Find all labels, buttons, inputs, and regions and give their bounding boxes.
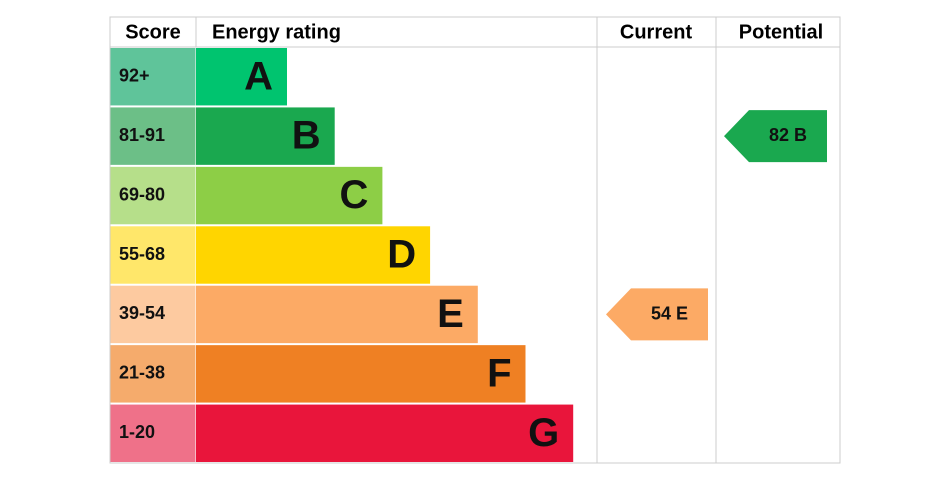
score-range: 55-68 xyxy=(119,244,165,264)
potential-score: 82 xyxy=(769,125,789,145)
score-range: 39-54 xyxy=(119,303,165,323)
rating-letter: G xyxy=(528,411,559,455)
header-score: Score xyxy=(125,21,181,43)
score-cell xyxy=(110,48,196,106)
score-cell xyxy=(110,166,196,225)
score-cell xyxy=(110,285,196,344)
potential-rating: B xyxy=(794,125,807,145)
header-current: Current xyxy=(620,21,693,43)
score-range: 81-91 xyxy=(119,125,165,145)
rating-letter: B xyxy=(292,114,321,158)
rating-letter: D xyxy=(387,233,416,277)
score-range: 21-38 xyxy=(119,363,165,383)
current-score: 54 xyxy=(651,303,671,323)
rating-bar xyxy=(196,226,431,284)
header-potential: Potential xyxy=(739,21,823,43)
score-range: 1-20 xyxy=(119,422,155,442)
potential-label: 82 B xyxy=(769,125,807,145)
rating-bar xyxy=(196,107,335,165)
rating-letter: E xyxy=(437,292,464,336)
score-cell xyxy=(110,345,196,403)
rating-letter: F xyxy=(487,351,511,395)
rating-bar xyxy=(196,285,478,344)
score-cell xyxy=(110,226,196,284)
score-range: 69-80 xyxy=(119,184,165,204)
rating-bar xyxy=(196,48,287,106)
score-cell xyxy=(110,107,196,165)
rating-bar xyxy=(196,345,526,403)
rating-letter: C xyxy=(340,173,369,217)
rating-bar xyxy=(196,166,383,225)
rating-bar xyxy=(196,404,574,462)
score-cell xyxy=(110,404,196,462)
potential-arrow xyxy=(724,110,827,163)
rating-letter: A xyxy=(244,54,273,98)
header-rating: Energy rating xyxy=(212,21,341,43)
score-range: 92+ xyxy=(119,65,150,85)
current-arrow xyxy=(606,288,708,341)
current-rating: E xyxy=(676,303,688,323)
current-label: 54 E xyxy=(651,303,688,323)
